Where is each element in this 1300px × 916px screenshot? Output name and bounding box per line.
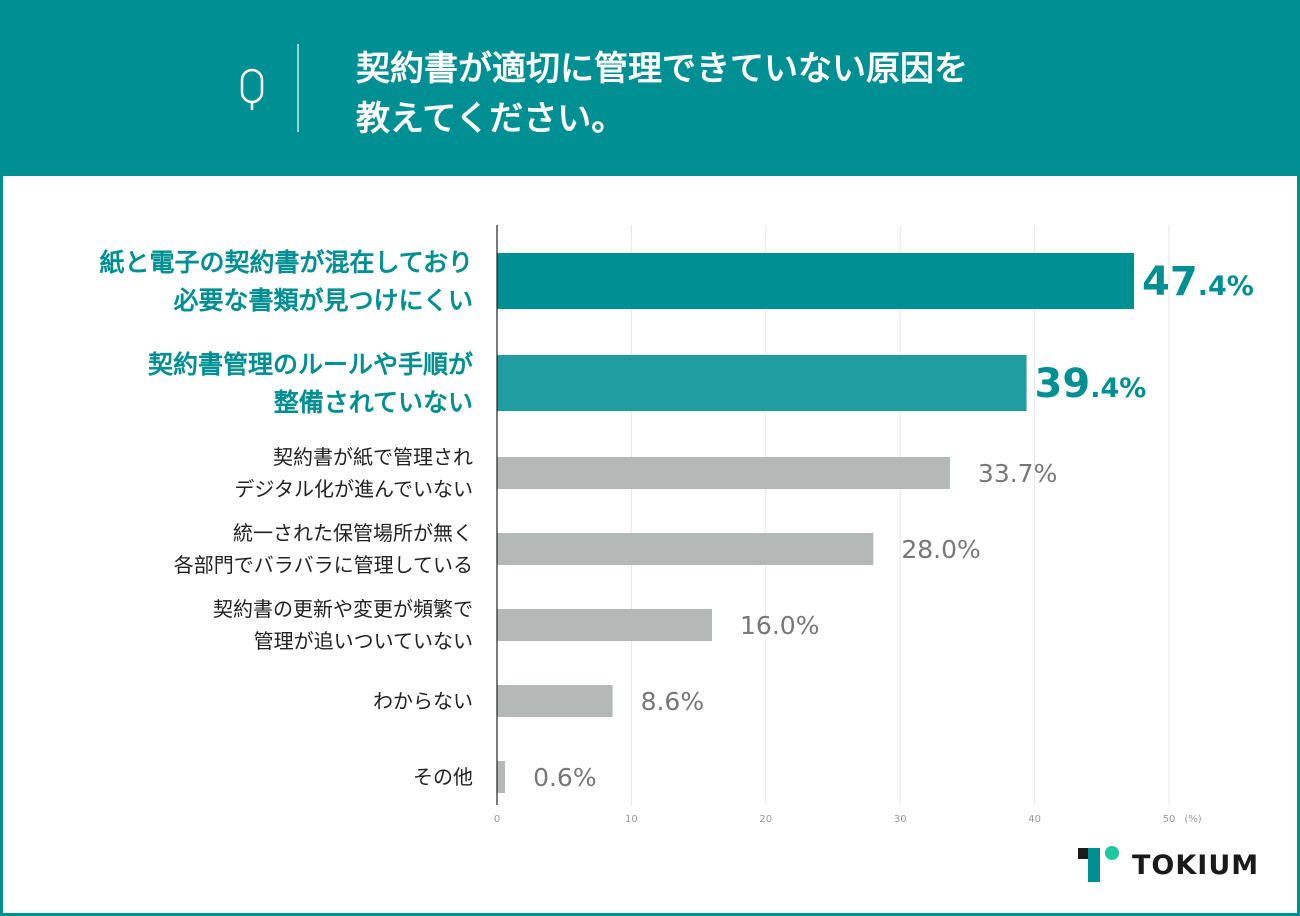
category-label: 契約書管理のルールや手順が bbox=[148, 350, 473, 379]
category-label: 紙と電子の契約書が混在しており bbox=[99, 248, 473, 277]
category-label: 整備されていない bbox=[274, 388, 473, 417]
x-tick-label: 0 bbox=[494, 814, 500, 825]
content-frame bbox=[0, 176, 1300, 916]
header-banner: 契約書が適切に管理できていない原因を 教えてください。 bbox=[0, 0, 1300, 176]
category-label: 各部門でバラバラに管理している bbox=[174, 553, 473, 577]
category-label: 管理が追いついていない bbox=[254, 629, 473, 653]
value-label: 39.4% bbox=[1035, 361, 1147, 407]
category-label: 必要な書類が見つけにくい bbox=[173, 286, 473, 315]
value-label: 16.0% bbox=[740, 611, 819, 640]
value-label: 33.7% bbox=[978, 459, 1057, 488]
x-tick-label: 30 bbox=[894, 814, 907, 825]
title-line-1: 契約書が適切に管理できていない原因を bbox=[356, 49, 968, 89]
bar bbox=[497, 533, 874, 565]
bar bbox=[497, 609, 713, 641]
bar bbox=[497, 761, 506, 793]
bar bbox=[497, 685, 613, 717]
title-line-2: 教えてください。 bbox=[356, 99, 626, 139]
bar bbox=[497, 457, 950, 489]
x-tick-label: 40 bbox=[1028, 814, 1041, 825]
header-divider bbox=[297, 44, 299, 132]
bar bbox=[497, 355, 1027, 411]
category-label: わからない bbox=[373, 689, 473, 713]
page-title: 契約書が適切に管理できていない原因を 教えてください。 bbox=[356, 44, 968, 144]
tokium-logo-mark bbox=[1078, 846, 1119, 882]
x-tick-label: 20 bbox=[759, 814, 772, 825]
value-label: 28.0% bbox=[901, 535, 980, 564]
category-label: 契約書の更新や変更が頻繁で bbox=[213, 597, 473, 621]
x-axis-unit: (%) bbox=[1184, 814, 1201, 825]
category-label: その他 bbox=[413, 765, 473, 789]
bar bbox=[497, 253, 1135, 309]
category-label: 統一された保管場所が無く bbox=[233, 521, 473, 545]
q-icon bbox=[240, 68, 264, 110]
logo-text: TOKIUM bbox=[1132, 849, 1260, 881]
x-tick-label: 10 bbox=[625, 814, 638, 825]
value-label: 0.6% bbox=[533, 763, 597, 792]
value-label: 47.4% bbox=[1142, 259, 1254, 305]
category-label: 契約書が紙で管理され bbox=[273, 445, 473, 469]
x-tick-label: 50 bbox=[1163, 814, 1176, 825]
value-label: 8.6% bbox=[641, 687, 705, 716]
tokium-logo: TOKIUM bbox=[1078, 846, 1259, 884]
category-label: デジタル化が進んでいない bbox=[234, 477, 473, 501]
